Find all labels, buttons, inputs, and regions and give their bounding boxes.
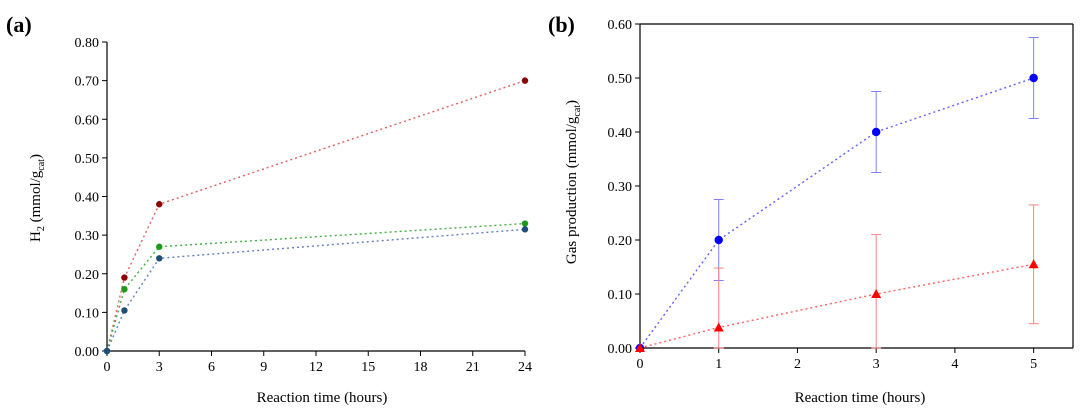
data-point [156,255,163,262]
x-tick-label: 6 [208,360,215,375]
series-blue [103,226,529,355]
data-point [103,347,111,355]
x-tick-label: 3 [156,360,163,375]
x-tick-label: 15 [361,360,375,375]
x-tick-label: 1 [715,357,722,372]
data-point [521,226,529,233]
series-red-triangle [635,204,1039,352]
x-tick-label: 24 [518,360,532,375]
x-tick-label: 3 [873,357,880,372]
series-green [103,220,529,355]
series-line [639,77,1034,349]
panel-b-label: (b) [548,12,575,37]
y-tick-label: 0.30 [608,180,633,195]
x-tick-label: 2 [794,357,801,372]
y-tick-label: 0.50 [608,72,633,87]
data-point [713,322,724,332]
panel-a-label: (a) [6,12,32,37]
panel-b-xlabel: Reaction time (hours) [795,390,926,406]
y-tick-label: 0.50 [75,152,100,167]
y-tick-label: 0.60 [608,18,633,33]
y-tick-label: 0.40 [75,191,100,206]
y-tick-label: 0.70 [75,75,100,90]
series-line [106,228,526,352]
data-point [521,220,529,227]
data-point [156,201,163,208]
data-point [714,235,723,245]
y-tick-label: 0.20 [75,268,100,283]
panel-b: (b) 0 1 2 3 4 5 0.00 0.10 0.20 0.30 0.40 0.50 0.60 R… [548,12,1074,406]
y-tick-label: 0.00 [608,342,633,357]
x-tick-label: 18 [414,360,428,375]
data-point [1028,259,1039,269]
x-tick-label: 0 [637,357,644,372]
y-tick-label: 0.00 [75,345,100,360]
y-tick-label: 0.80 [75,36,100,51]
x-tick-label: 9 [260,360,267,375]
data-point [156,243,163,250]
data-point [121,286,128,293]
x-tick-label: 4 [951,357,958,372]
data-point [521,77,529,84]
data-point [871,127,881,137]
series-line [106,222,526,352]
series-blue-circle [635,37,1039,353]
y-tick-label: 0.40 [608,126,633,141]
x-tick-label: 21 [466,360,480,375]
y-tick-label: 0.20 [608,234,633,249]
panel-a-ylabel: H2 (mmol/gcat) [28,154,47,242]
x-tick-label: 5 [1030,357,1037,372]
y-tick-label: 0.10 [608,288,633,303]
y-tick-label: 0.30 [75,229,100,244]
panel-b-ylabel: Gas production (mmol/gcat) [564,100,583,264]
data-point [871,289,882,298]
series-line [106,79,526,352]
data-point [121,307,128,314]
series-line [639,263,1034,349]
x-tick-label: 12 [309,360,323,375]
x-tick-label: 0 [104,360,111,375]
panel-a: (a) 0 3 6 9 12 15 18 21 24 0.00 0.10 0.20 0.30 0.40 0.… [6,12,532,406]
series-red [103,77,529,355]
data-point [635,343,645,352]
panel-a-xlabel: Reaction time (hours) [257,390,388,406]
y-tick-label: 0.10 [75,306,100,321]
y-tick-label: 0.60 [75,113,100,128]
data-point [1029,73,1038,83]
data-point [121,274,128,281]
